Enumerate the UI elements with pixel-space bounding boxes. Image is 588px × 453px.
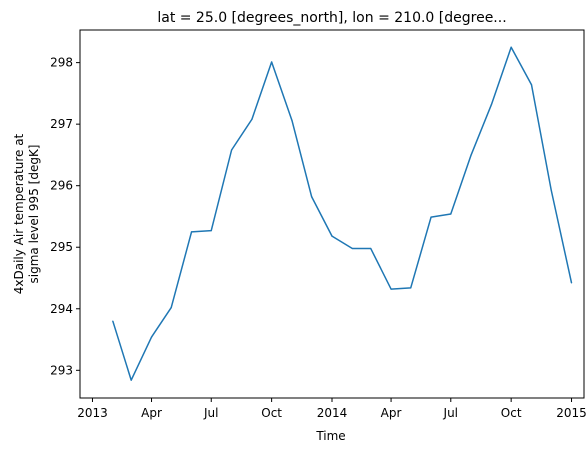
y-tick-label: 296 — [50, 179, 73, 193]
data-point — [112, 320, 114, 322]
y-tick-label: 293 — [50, 363, 73, 377]
y-tick-label: 295 — [50, 240, 73, 254]
data-point — [430, 216, 432, 218]
data-point — [130, 379, 132, 381]
data-point — [331, 235, 333, 237]
plot-frame — [79, 29, 585, 399]
chart-title: lat = 25.0 [degrees_north], lon = 210.0 … — [157, 10, 506, 26]
data-point — [530, 84, 533, 86]
data-point — [311, 196, 313, 198]
data-point — [450, 213, 452, 215]
data-point — [170, 306, 172, 309]
y-axis-label: 4xDaily Air temperature at sigma level 9… — [12, 133, 41, 294]
x-tick-label: Apr — [141, 406, 162, 420]
x-tick-label: 2014 — [317, 406, 348, 420]
y-tick-label: 294 — [50, 302, 73, 316]
data-point — [351, 247, 353, 250]
data-point — [410, 287, 412, 289]
y-axis-label-line-2: sigma level 995 [degK] — [27, 145, 41, 284]
x-tick-label: 2015 — [556, 406, 587, 420]
x-tick-label: Jul — [443, 406, 458, 420]
y-tick-label: 298 — [50, 56, 73, 70]
x-tick-label: Jul — [203, 406, 218, 420]
x-axis-label: Time — [315, 429, 345, 443]
data-point — [390, 288, 392, 290]
data-point — [470, 154, 472, 156]
data-point — [190, 231, 193, 233]
data-point — [370, 247, 372, 250]
x-axis-ticks: 2013 Apr Jul Oct 2014 Apr Jul Oct 2015 — [77, 398, 587, 420]
x-tick-label: Oct — [501, 406, 522, 420]
y-axis-ticks: 293 294 295 296 297 298 — [50, 56, 80, 377]
x-tick-label: 2013 — [77, 406, 108, 420]
series-line — [112, 46, 573, 381]
data-point — [510, 46, 512, 48]
data-point — [150, 336, 153, 338]
x-tick-label: Apr — [381, 406, 402, 420]
data-point — [291, 119, 293, 122]
x-tick-label: Oct — [261, 406, 282, 420]
series-layer — [112, 46, 573, 381]
data-point — [550, 189, 552, 191]
data-point — [271, 61, 273, 63]
data-point — [490, 103, 493, 106]
y-tick-label: 297 — [50, 117, 73, 131]
data-point — [570, 282, 573, 284]
data-point — [210, 230, 212, 232]
data-point — [251, 118, 253, 120]
data-point — [230, 149, 233, 151]
y-axis-label-line-1: 4xDaily Air temperature at — [12, 133, 26, 294]
